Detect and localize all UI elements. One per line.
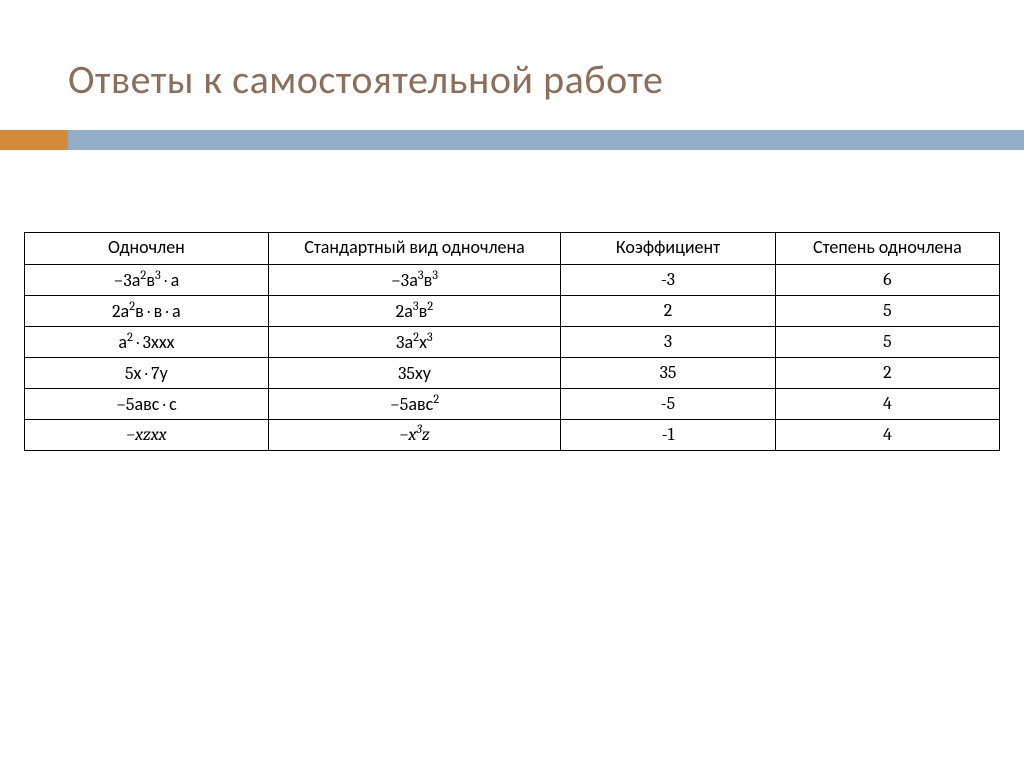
cell-degree: 6	[775, 264, 999, 295]
col-header-monomial: Одночлен	[25, 233, 269, 265]
cell-standard: −5авс2	[268, 388, 561, 419]
col-header-standard: Стандартный вид одночлена	[268, 233, 561, 265]
slide: Ответы к самостоятельной работе Одночлен…	[0, 0, 1024, 768]
accent-bar	[0, 130, 1024, 150]
cell-standard: −x3z	[268, 419, 561, 450]
table-row: −xzxx−x3z-14	[25, 419, 1000, 450]
cell-standard: −3а3в3	[268, 264, 561, 295]
page-title: Ответы к самостоятельной работе	[68, 55, 663, 104]
table-row: −3а2в3 · а−3а3в3-36	[25, 264, 1000, 295]
cell-degree: 5	[775, 295, 999, 326]
cell-coefficient: -3	[561, 264, 776, 295]
cell-degree: 4	[775, 419, 999, 450]
answers-table: Одночлен Стандартный вид одночлена Коэфф…	[24, 232, 1000, 451]
cell-monomial: 5х · 7у	[25, 357, 269, 388]
table-body: −3а2в3 · а−3а3в3-362а2в · в · а2а3в225а2…	[25, 264, 1000, 450]
table-row: а2 · 3ххх3а2х335	[25, 326, 1000, 357]
cell-coefficient: 35	[561, 357, 776, 388]
cell-coefficient: -1	[561, 419, 776, 450]
answers-table-wrap: Одночлен Стандартный вид одночлена Коэфф…	[24, 232, 1000, 451]
cell-degree: 2	[775, 357, 999, 388]
cell-coefficient: 2	[561, 295, 776, 326]
table-row: 2а2в · в · а2а3в225	[25, 295, 1000, 326]
table-header-row: Одночлен Стандартный вид одночлена Коэфф…	[25, 233, 1000, 265]
cell-standard: 3а2х3	[268, 326, 561, 357]
cell-monomial: а2 · 3ххх	[25, 326, 269, 357]
table-row: 5х · 7у35ху352	[25, 357, 1000, 388]
cell-standard: 2а3в2	[268, 295, 561, 326]
cell-degree: 5	[775, 326, 999, 357]
col-header-coefficient: Коэффициент	[561, 233, 776, 265]
cell-monomial: 2а2в · в · а	[25, 295, 269, 326]
table-row: −5авс · с−5авс2-54	[25, 388, 1000, 419]
cell-degree: 4	[775, 388, 999, 419]
cell-coefficient: -5	[561, 388, 776, 419]
accent-bar-left	[0, 130, 68, 150]
col-header-degree: Степень одночлена	[775, 233, 999, 265]
cell-monomial: −5авс · с	[25, 388, 269, 419]
cell-standard: 35ху	[268, 357, 561, 388]
accent-bar-right	[68, 130, 1024, 150]
cell-coefficient: 3	[561, 326, 776, 357]
cell-monomial: −xzxx	[25, 419, 269, 450]
cell-monomial: −3а2в3 · а	[25, 264, 269, 295]
